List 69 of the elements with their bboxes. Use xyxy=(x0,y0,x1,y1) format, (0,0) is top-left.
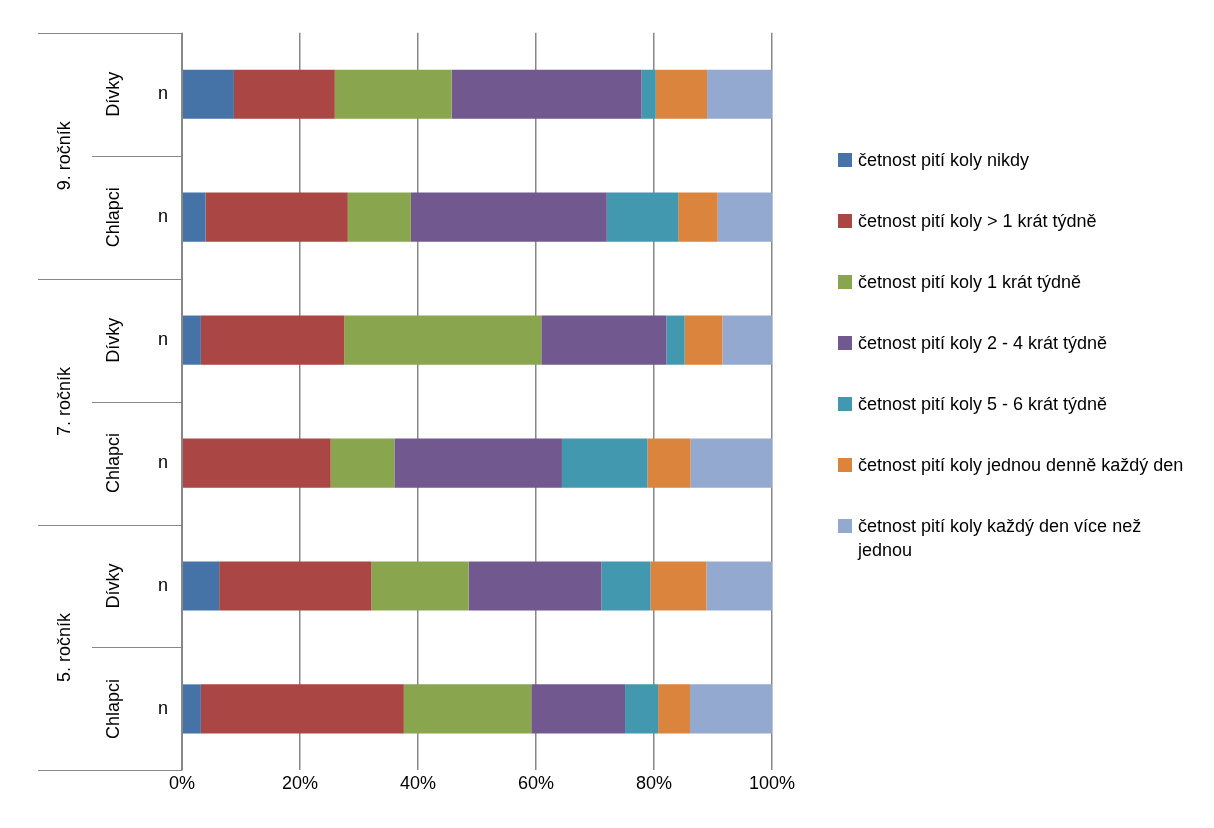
legend-label: četnost pití koly každý den více než jednou xyxy=(858,515,1143,562)
bar xyxy=(344,315,542,365)
bar xyxy=(706,561,772,611)
bar xyxy=(233,69,335,119)
bar xyxy=(531,684,626,734)
bar xyxy=(182,561,220,611)
y-tick-label: n xyxy=(157,83,168,104)
bar xyxy=(371,561,469,611)
bar xyxy=(601,561,651,611)
bar xyxy=(200,315,345,365)
legend-label: četnost pití koly 1 krát týdně xyxy=(858,271,1083,294)
bar xyxy=(330,438,395,488)
x-tick-label: 80% xyxy=(635,773,672,794)
legend-label: četnost pití koly 2 - 4 krát týdně xyxy=(858,332,1109,355)
y-tick-label: n xyxy=(157,329,168,350)
legend-label: četnost pití koly jednou denně každý den xyxy=(858,454,1185,477)
legend-label: četnost pití koly > 1 krát týdně xyxy=(858,210,1098,233)
bar xyxy=(647,438,691,488)
bar xyxy=(625,684,659,734)
bar xyxy=(334,69,452,119)
x-tick-label: 40% xyxy=(399,773,437,794)
y-tick-label: n xyxy=(157,452,168,473)
bar xyxy=(722,315,772,365)
bar xyxy=(394,438,562,488)
bar xyxy=(347,192,411,242)
bar xyxy=(641,69,656,119)
text: 5. ročník xyxy=(53,611,74,682)
bar xyxy=(182,69,234,119)
bar xyxy=(666,315,685,365)
bar xyxy=(182,438,331,488)
legend-label: četnost pití koly 5 - 6 krát týdně xyxy=(858,393,1109,416)
bar xyxy=(707,69,772,119)
text: Chlapci xyxy=(102,678,123,739)
y-tick-label: n xyxy=(157,697,168,718)
y-tick-label: n xyxy=(157,206,168,227)
bar xyxy=(182,192,206,242)
text: Dívky xyxy=(102,317,123,363)
bar xyxy=(655,69,708,119)
text: Dívky xyxy=(102,71,123,117)
bar xyxy=(689,684,772,734)
legend-label: četnost pití koly nikdy xyxy=(858,149,1031,172)
bar xyxy=(468,561,602,611)
text: Chlapci xyxy=(102,187,123,248)
bar xyxy=(182,315,201,365)
bar xyxy=(717,192,772,242)
bar xyxy=(205,192,348,242)
bar xyxy=(561,438,648,488)
bar xyxy=(678,192,718,242)
bar xyxy=(403,684,532,734)
x-tick-label: 60% xyxy=(517,773,554,794)
bar xyxy=(219,561,372,611)
bar xyxy=(451,69,642,119)
text: 7. ročník xyxy=(53,366,74,437)
bar xyxy=(650,561,707,611)
x-tick-label: 20% xyxy=(281,773,319,794)
y-tick-label: n xyxy=(157,574,168,595)
bar xyxy=(684,315,723,365)
x-tick-label: 0% xyxy=(168,773,196,794)
bar xyxy=(182,684,201,734)
bar xyxy=(410,192,607,242)
bar xyxy=(541,315,667,365)
text: 9. ročník xyxy=(53,120,74,191)
bar xyxy=(690,438,772,488)
x-tick-label: 100% xyxy=(748,773,795,794)
text: Chlapci xyxy=(102,433,123,494)
bar xyxy=(200,684,404,734)
bar xyxy=(658,684,690,734)
bar xyxy=(606,192,679,242)
text: Dívky xyxy=(102,563,123,609)
